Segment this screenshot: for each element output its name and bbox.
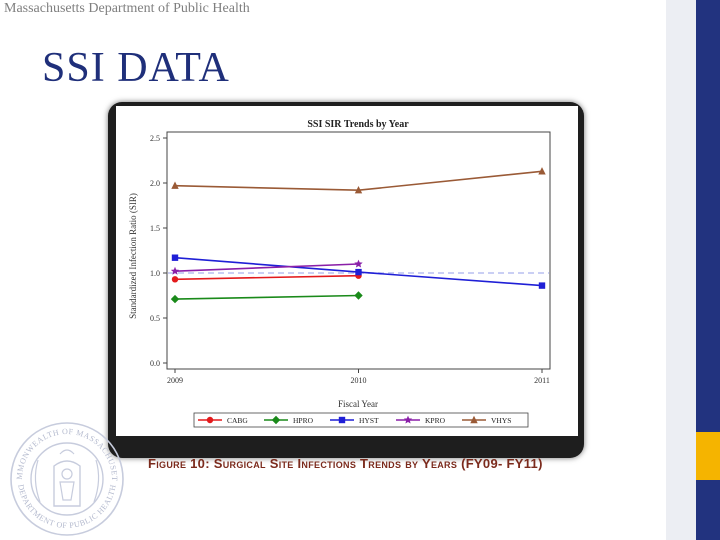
x-tick-label: 2010	[351, 376, 367, 385]
legend-marker-vhys	[470, 415, 478, 424]
data-point-kpro	[354, 259, 363, 268]
y-tick-label: 2.0	[150, 179, 160, 188]
y-axis-label: Standardized Infection Ratio (SIR)	[128, 193, 138, 319]
data-point-hyst	[538, 282, 546, 289]
ssi-sir-chart: SSI SIR Trends by Year 0.0 0.5 1.0 1.5 2.0 2.…	[116, 106, 578, 436]
series-kpro	[170, 259, 363, 275]
legend-label-kpro: KPRO	[425, 416, 446, 425]
y-axis: 0.0 0.5 1.0 1.5 2.0 2.5	[150, 134, 167, 368]
figure-caption: Figure 10: Surgical Site Infections Tren…	[148, 456, 543, 471]
y-tick-label: 1.5	[150, 224, 160, 233]
y-tick-label: 0.5	[150, 314, 160, 323]
legend-label-hpro: HPRO	[293, 416, 314, 425]
legend-label-cabg: CABG	[227, 416, 248, 425]
state-seal-logo: COMMONWEALTH OF MASSACHUSETTS DEPARTMENT…	[8, 420, 124, 536]
data-point-hyst	[355, 268, 362, 276]
chart-title: SSI SIR Trends by Year	[307, 119, 409, 130]
x-tick-label: 2011	[534, 376, 550, 385]
series-layer	[170, 167, 546, 304]
legend-label-hyst: HYST	[359, 416, 379, 425]
data-point-hyst	[171, 254, 179, 261]
slide-title: SSI DATA	[42, 45, 230, 91]
legend-label-vhys: VHYS	[491, 416, 511, 425]
legend-marker-kpro	[403, 415, 413, 424]
side-stripe-gold	[696, 432, 720, 480]
data-point-cabg	[171, 276, 179, 283]
legend: CABG HPRO HYST KPRO VHYS	[198, 415, 511, 425]
x-axis-label: Fiscal Year	[338, 399, 378, 409]
header-org-name: Massachusetts Department of Public Healt…	[4, 1, 250, 16]
data-point-kpro	[170, 266, 180, 275]
legend-marker-hpro	[271, 415, 281, 425]
series-hyst	[171, 254, 546, 289]
x-axis: 2009 2010 2011	[167, 369, 550, 385]
data-point-vhys	[538, 167, 546, 175]
series-line-cabg	[174, 274, 359, 281]
legend-marker-hyst	[338, 416, 346, 424]
legend-box	[193, 412, 529, 428]
y-tick-label: 2.5	[150, 134, 160, 143]
series-vhys	[171, 167, 546, 194]
series-line-hpro	[174, 294, 359, 300]
data-point-hpro	[354, 291, 363, 300]
data-point-vhys	[354, 186, 363, 194]
legend-marker-cabg	[206, 416, 214, 424]
plot-area	[166, 131, 551, 370]
data-point-vhys	[171, 181, 179, 189]
series-cabg	[171, 272, 362, 283]
y-tick-label: 0.0	[150, 359, 160, 368]
y-tick-label: 1.0	[150, 269, 160, 278]
x-tick-label: 2009	[167, 376, 183, 385]
series-line-kpro	[174, 263, 359, 272]
